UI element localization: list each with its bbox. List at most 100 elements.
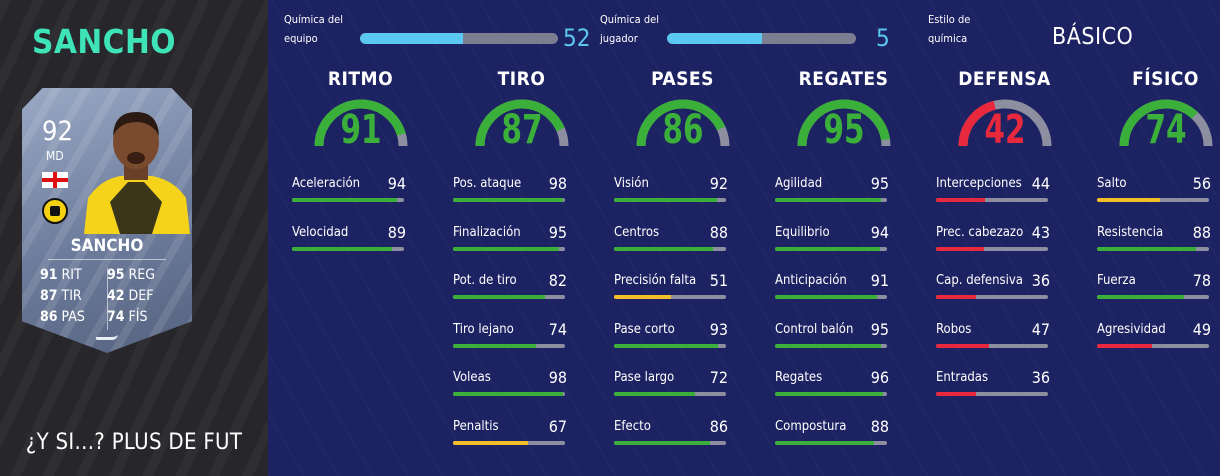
attribute-bar-fill bbox=[936, 246, 985, 251]
player-chemistry-label: Química del jugador bbox=[600, 13, 659, 45]
category-gauge: 91 bbox=[311, 96, 411, 160]
attribute-value: 95 bbox=[870, 319, 889, 339]
attribute-bar-fill bbox=[453, 440, 529, 445]
attribute-name: Control balón bbox=[775, 321, 854, 337]
attribute-bar-fill bbox=[292, 198, 398, 202]
card-version-title: ¿Y SI...? PLUS DE FUT bbox=[25, 430, 243, 455]
attribute-value: 96 bbox=[870, 368, 889, 387]
team-chemistry-label: Química del equipo bbox=[284, 13, 343, 45]
attribute-bar-fill bbox=[1097, 295, 1185, 299]
attribute-bar bbox=[775, 198, 887, 202]
player-chemistry-bar bbox=[667, 33, 856, 44]
player-card[interactable]: 92 MD SANCHO 91 RIT 95 REG 87 TIR 42 DEF 86 P bbox=[22, 88, 192, 353]
attribute-bar-fill bbox=[453, 343, 536, 348]
attribute-bar-fill bbox=[614, 392, 695, 396]
category-gauge: 87 bbox=[472, 96, 572, 160]
attribute-value: 98 bbox=[548, 368, 567, 387]
attribute-name: Regates bbox=[775, 370, 823, 385]
attribute-bar bbox=[292, 198, 404, 202]
attribute-name: Anticipación bbox=[775, 273, 847, 288]
attribute-value: 67 bbox=[548, 416, 567, 436]
attribute-name: Tiro lejano bbox=[453, 321, 514, 337]
attribute-bar bbox=[775, 246, 887, 251]
card-divider-vertical bbox=[107, 268, 108, 330]
attribute-bar-fill bbox=[614, 198, 718, 202]
attribute-value: 89 bbox=[387, 222, 406, 242]
card-position: MD bbox=[46, 149, 64, 163]
attribute-value: 51 bbox=[709, 271, 728, 290]
attribute-value: 98 bbox=[548, 174, 567, 193]
stats-panel: Química del equipo 52 Química del jugado… bbox=[268, 0, 1220, 476]
category-gauge: 42 bbox=[955, 96, 1055, 160]
card-stat: 42 DEF bbox=[107, 288, 154, 304]
attribute-value: 88 bbox=[1192, 222, 1211, 242]
attribute-value: 44 bbox=[1031, 174, 1050, 193]
attribute-bar bbox=[775, 392, 887, 396]
category-rating: 86 bbox=[662, 107, 704, 153]
attribute-bar bbox=[614, 198, 726, 202]
attribute-bar-fill bbox=[453, 295, 545, 299]
attribute-bar-fill bbox=[775, 440, 874, 445]
category-gauge: 86 bbox=[633, 96, 733, 160]
attribute-bar bbox=[453, 246, 565, 251]
category-rating: 87 bbox=[501, 107, 543, 153]
player-portrait bbox=[84, 112, 190, 234]
attribute-value: 47 bbox=[1031, 319, 1050, 339]
chemistry-style-label: Estilo de química bbox=[928, 13, 971, 45]
attribute-bar-fill bbox=[614, 440, 711, 445]
chemistry-style-value[interactable]: BÁSICO bbox=[1052, 24, 1134, 50]
attribute-name: Voleas bbox=[453, 370, 491, 385]
attribute-bar-fill bbox=[614, 246, 713, 251]
attribute-bar bbox=[614, 295, 726, 299]
card-stat: 95 REG bbox=[107, 267, 155, 283]
england-flag-icon bbox=[42, 172, 68, 188]
attribute-value: 94 bbox=[387, 174, 406, 193]
attribute-name: Centros bbox=[614, 224, 660, 240]
category-rating: 74 bbox=[1145, 107, 1187, 153]
category-rating: 95 bbox=[823, 107, 865, 153]
attribute-bar bbox=[292, 246, 404, 251]
attribute-bar bbox=[936, 295, 1048, 299]
attribute-value: 93 bbox=[709, 319, 728, 339]
attribute-bar-fill bbox=[1097, 246, 1196, 251]
attribute-bar bbox=[1097, 343, 1209, 348]
attribute-bar bbox=[775, 440, 887, 445]
attribute-name: Intercepciones bbox=[936, 176, 1022, 191]
attribute-bar-fill bbox=[936, 295, 977, 299]
attribute-value: 92 bbox=[709, 174, 728, 193]
attribute-name: Pase corto bbox=[614, 321, 675, 337]
attribute-name: Agilidad bbox=[775, 176, 823, 191]
attribute-value: 74 bbox=[548, 319, 567, 339]
attribute-bar bbox=[936, 392, 1048, 396]
attribute-bar bbox=[936, 246, 1048, 251]
attribute-bar-fill bbox=[936, 392, 977, 396]
attribute-name: Penaltis bbox=[453, 418, 499, 434]
attribute-bar-fill bbox=[453, 246, 560, 251]
team-chemistry-fill bbox=[360, 33, 463, 44]
attribute-name: Agresividad bbox=[1097, 321, 1166, 337]
category-rating: 42 bbox=[984, 107, 1026, 153]
attribute-name: Velocidad bbox=[292, 224, 349, 240]
attribute-bar bbox=[775, 343, 887, 348]
attribute-bar-fill bbox=[1097, 343, 1152, 348]
attribute-value: 94 bbox=[870, 222, 889, 242]
category-title: REGATES bbox=[798, 68, 889, 90]
attribute-bar-fill bbox=[936, 343, 989, 348]
attribute-value: 49 bbox=[1192, 319, 1211, 339]
attribute-name: Equilibrio bbox=[775, 224, 830, 240]
category-title: RITMO bbox=[327, 68, 394, 90]
attribute-bar bbox=[775, 295, 887, 299]
team-chemistry-bar bbox=[360, 33, 558, 44]
attribute-bar bbox=[614, 343, 726, 348]
attribute-bar bbox=[453, 295, 565, 299]
player-chemistry-value: 5 bbox=[876, 24, 890, 52]
boot-icon bbox=[96, 334, 118, 340]
attribute-bar bbox=[936, 198, 1048, 202]
card-stat: 74 FÍS bbox=[107, 309, 148, 325]
card-stat: 91 RIT bbox=[40, 267, 82, 283]
attribute-name: Fuerza bbox=[1097, 273, 1136, 288]
attribute-name: Precisión falta bbox=[614, 273, 697, 288]
player-name: SANCHO bbox=[31, 22, 177, 61]
attribute-name: Resistencia bbox=[1097, 224, 1164, 240]
attribute-bar bbox=[1097, 198, 1209, 202]
